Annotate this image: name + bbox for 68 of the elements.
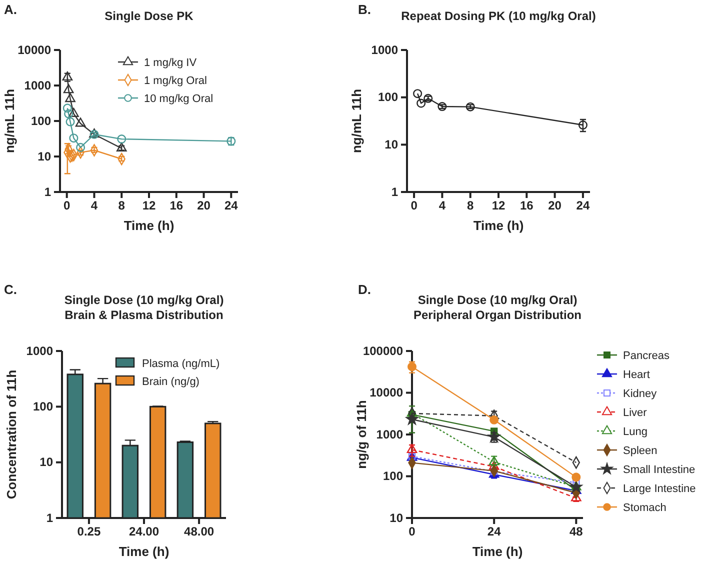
y-tick-label: 1000: [376, 427, 404, 442]
x-tick-label: 16: [520, 198, 534, 213]
x-tick-label: 12: [142, 198, 156, 213]
text: B.: [358, 2, 371, 17]
y-tick-label: 1000: [371, 42, 398, 57]
y-tick-label: 10: [390, 510, 404, 525]
x-tick-label: 48.00: [184, 524, 214, 539]
y-tick-label: 10: [384, 138, 398, 152]
chart-title: Single Dose (10 mg/kg Oral) Peripheral Organ Distribution: [413, 293, 582, 322]
chart-title: Single Dose (10 mg/kg Oral) Brain & Plasma Distribution: [64, 293, 224, 322]
x-tick-label: 12: [492, 198, 506, 213]
legend-label: Brain (ng/g): [142, 376, 200, 388]
y-tick-label: 1000: [26, 344, 54, 358]
legend-label: 10 mg/kg Oral: [144, 93, 214, 105]
x-axis-title: Time (h): [118, 544, 170, 559]
x-tick-label: 24.00: [128, 524, 160, 539]
x-tick-label: 24: [487, 524, 502, 539]
y-tick-label: 10: [38, 149, 52, 164]
x-tick-label: 8: [467, 198, 474, 213]
y-tick-label: 10000: [18, 42, 52, 57]
x-tick-label: 0: [410, 198, 418, 213]
x-tick-label: 8: [118, 198, 126, 213]
y-tick-label: 100: [382, 469, 404, 484]
y-axis-title: ng/mL 11h: [2, 88, 17, 154]
x-axis-title: Time (h): [472, 544, 523, 559]
x-tick-label: 0: [408, 524, 416, 539]
x-tick-label: 4: [438, 198, 446, 213]
x-tick-label: 24: [224, 198, 238, 213]
x-tick-label: 0: [64, 198, 70, 213]
x-tick-label: 0.25: [77, 524, 101, 539]
y-tick-label: 10000: [370, 386, 404, 400]
y-tick-label: 1: [391, 184, 398, 199]
text: A.: [4, 2, 17, 17]
legend-label: Spleen: [623, 445, 658, 457]
legend-label: 1 mg/kg IV: [144, 57, 198, 69]
y-tick-label: 100000: [362, 344, 404, 358]
y-tick-label: 1: [46, 510, 54, 525]
text: C.: [4, 282, 17, 297]
x-axis-title: Time (h): [124, 218, 174, 233]
x-tick-label: 24: [576, 198, 590, 213]
y-tick-label: 100: [378, 90, 398, 104]
y-axis-title: Concentration of 11h: [4, 370, 19, 500]
y-tick-label: 10: [40, 455, 54, 470]
x-tick-label: 4: [90, 198, 98, 213]
legend-label: Liver: [623, 407, 648, 419]
legend-label: Heart: [623, 369, 650, 381]
y-tick-label: 1000: [24, 78, 52, 92]
legend-label: Lung: [623, 426, 648, 438]
y-tick-label: 1: [44, 184, 52, 199]
legend-label: Kidney: [623, 388, 658, 400]
legend-label: Plasma (ng/mL): [142, 358, 220, 370]
legend-label: Stomach: [623, 502, 666, 514]
x-tick-label: 48: [569, 524, 584, 539]
y-tick-label: 100: [32, 400, 54, 414]
y-axis-title: ng/mL 11h: [349, 88, 364, 154]
y-tick-label: 100: [30, 114, 52, 128]
x-tick-label: 16: [170, 198, 184, 213]
chart-title: Repeat Dosing PK (10 mg/kg Oral): [401, 9, 596, 23]
legend-label: Large Intestine: [623, 483, 696, 495]
legend-label: Pancreas: [623, 350, 670, 362]
x-axis-title: Time (h): [473, 218, 524, 233]
y-axis-title: ng/g of 11h: [354, 400, 369, 469]
legend-label: Small Intestine: [623, 464, 696, 476]
x-tick-label: 20: [548, 198, 562, 213]
text: D.: [358, 282, 371, 297]
x-tick-label: 20: [197, 198, 211, 213]
legend-label: 1 mg/kg Oral: [144, 75, 207, 87]
chart-title: Single Dose PK: [104, 9, 194, 23]
